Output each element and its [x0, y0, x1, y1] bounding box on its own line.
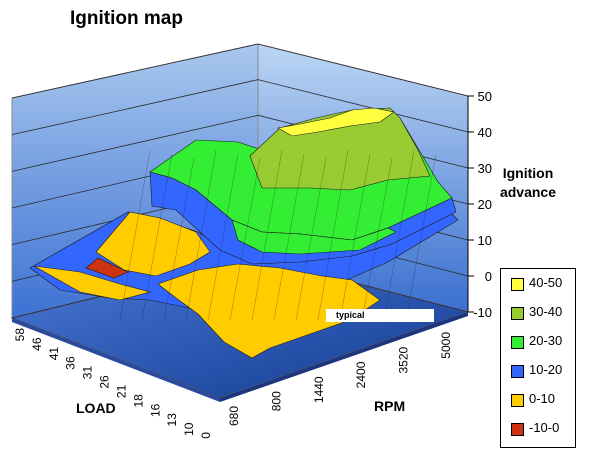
legend-label: 40-50 — [529, 275, 563, 290]
mesh-line — [361, 157, 393, 321]
surface-patch — [277, 107, 395, 137]
surface-patch — [95, 211, 211, 277]
floor-front-left — [12, 318, 220, 402]
rpm-tick-label: 2400 — [354, 361, 368, 388]
surface — [29, 107, 459, 359]
rpm-tick-label: 5000 — [439, 332, 453, 359]
legend-label: -10-0 — [529, 420, 560, 435]
legend-swatch — [511, 365, 524, 378]
legend-swatch — [511, 394, 524, 407]
z-tick-label: -10 — [473, 305, 492, 320]
z-gridline — [11, 43, 469, 99]
z-gridline — [11, 79, 469, 136]
mesh-line — [163, 157, 195, 321]
rpm-axis: 680 800 1440 2400 3520 5000 — [227, 332, 453, 426]
legend-swatch — [511, 336, 524, 349]
mesh-line — [383, 149, 415, 321]
surface-patch — [231, 219, 397, 255]
mesh-line — [273, 153, 305, 321]
z-tick-label: 10 — [478, 233, 492, 248]
surface-patch — [33, 265, 152, 301]
mesh-line — [119, 149, 151, 321]
load-tick-label: 26 — [98, 375, 112, 389]
load-tick-label: 0 — [199, 432, 213, 439]
load-axis-label: LOAD — [76, 400, 116, 416]
legend-label: 0-10 — [529, 391, 556, 406]
legend-swatch — [511, 307, 524, 320]
z-tick-label: 20 — [478, 197, 492, 212]
surface-mesh — [119, 149, 437, 321]
z-axis-label-line2: advance — [499, 184, 557, 200]
legend: 40-50 30-40 20-30 10-20 0-10 -10-0 — [500, 268, 576, 448]
load-tick-label: 13 — [165, 413, 179, 427]
legend-swatch — [511, 278, 524, 291]
load-tick-label: 10 — [182, 422, 196, 436]
legend-label: 20-30 — [529, 333, 563, 348]
z-axis-label: Ignition advance — [488, 164, 568, 202]
load-tick-label: 18 — [131, 394, 145, 408]
load-tick-label: 16 — [148, 403, 162, 417]
surface-patch — [85, 257, 129, 279]
mesh-line — [251, 149, 283, 321]
legend-swatch — [511, 423, 524, 436]
mesh-line — [229, 157, 261, 321]
load-tick-label: 36 — [64, 356, 78, 370]
load-tick-label: 21 — [114, 384, 128, 398]
legend-label: 30-40 — [529, 304, 563, 319]
z-tick-label: 40 — [478, 125, 492, 140]
legend-label: 10-20 — [529, 362, 563, 377]
load-tick-label: 46 — [30, 337, 44, 351]
load-tick-label: 58 — [13, 328, 27, 342]
chart-title: Ignition map — [70, 8, 183, 29]
mesh-line — [339, 153, 371, 321]
z-tick-label: 50 — [478, 89, 492, 104]
rpm-axis-label: RPM — [374, 398, 406, 414]
mesh-line — [185, 149, 217, 321]
z-axis-label-line1: Ignition — [502, 165, 554, 181]
mesh-line — [295, 157, 327, 321]
z-tick-label: 0 — [485, 269, 492, 284]
z-tick-label: 30 — [478, 161, 492, 176]
load-tick-label: 31 — [81, 366, 95, 380]
rpm-tick-label: 800 — [269, 391, 283, 411]
mesh-line — [317, 149, 349, 321]
typical-annotation: typical — [326, 309, 434, 322]
load-tick-label: 41 — [47, 347, 61, 361]
mesh-line — [207, 153, 239, 321]
rpm-tick-label: 680 — [227, 406, 241, 426]
rpm-tick-label: 1440 — [312, 376, 326, 403]
rpm-tick-label: 3520 — [397, 346, 411, 373]
floor-front-right — [220, 312, 468, 402]
mesh-line — [141, 153, 173, 321]
mesh-line — [405, 153, 437, 321]
z-axis: -10 0 10 20 30 40 50 — [467, 89, 492, 320]
